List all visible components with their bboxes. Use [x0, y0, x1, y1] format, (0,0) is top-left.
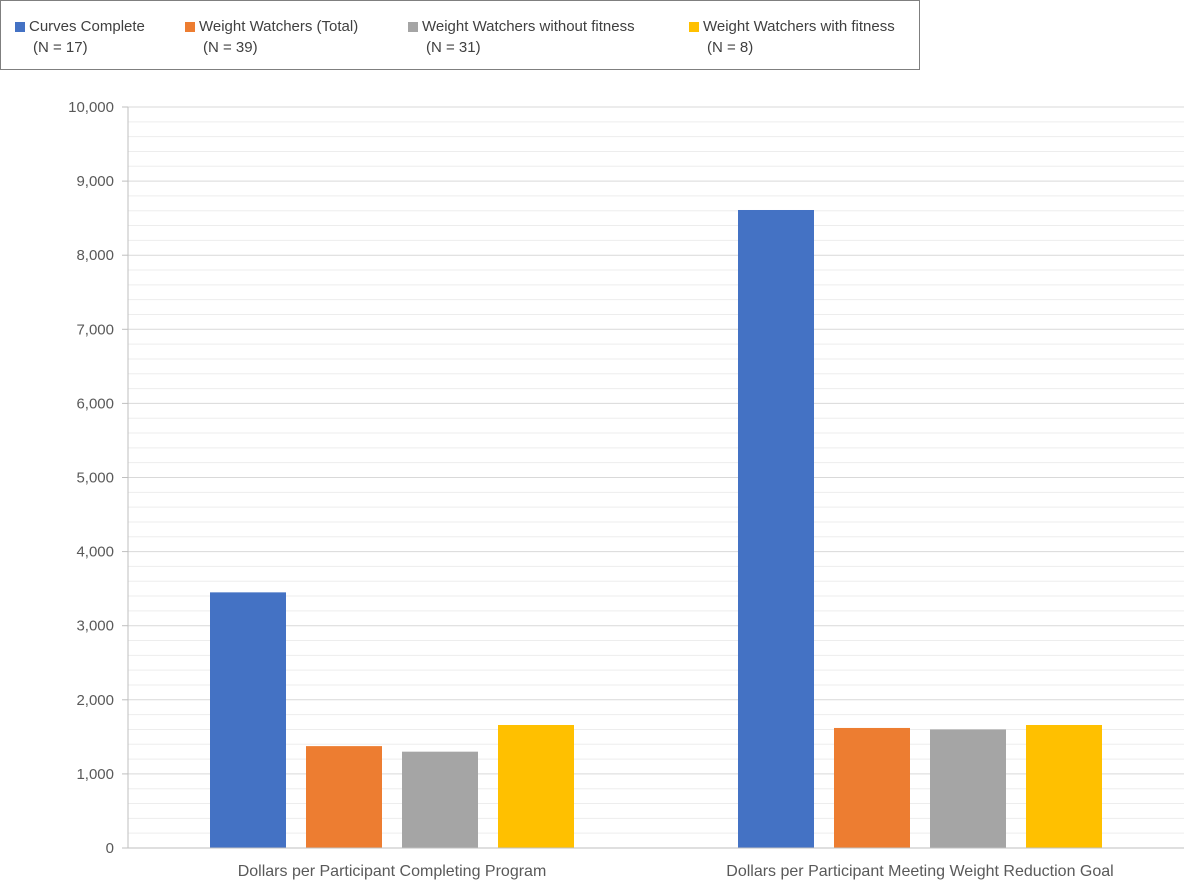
legend-count: (N = 8) — [707, 39, 754, 56]
bar — [402, 751, 478, 848]
legend-count: (N = 31) — [426, 39, 481, 56]
y-tick-label: 3,000 — [76, 618, 114, 635]
legend-swatch — [408, 22, 418, 32]
legend-count: (N = 39) — [203, 39, 258, 56]
minor-gridlines — [128, 121, 1184, 834]
y-tick-label: 2,000 — [76, 692, 114, 709]
y-tick-label: 10,000 — [68, 99, 114, 116]
y-tick-label: 0 — [106, 840, 114, 857]
y-tick-label: 7,000 — [76, 321, 114, 338]
x-axis-category-labels: Dollars per Participant Completing Progr… — [238, 863, 1114, 880]
y-tick-label: 6,000 — [76, 395, 114, 412]
y-tick-label: 1,000 — [76, 766, 114, 783]
x-category-label: Dollars per Participant Completing Progr… — [238, 863, 547, 880]
y-tick-label: 9,000 — [76, 173, 114, 190]
legend-label: Curves Complete — [29, 18, 145, 35]
y-tick-label: 5,000 — [76, 470, 114, 487]
y-tick-label: 8,000 — [76, 247, 114, 264]
legend-label: Weight Watchers without fitness — [422, 18, 635, 35]
y-tick-label: 4,000 — [76, 544, 114, 561]
x-category-label: Dollars per Participant Meeting Weight R… — [726, 863, 1113, 880]
legend-label: Weight Watchers with fitness — [703, 18, 895, 35]
bar-series — [210, 209, 1102, 848]
chart-legend: Curves Complete (N = 17) Weight Watchers… — [0, 0, 920, 70]
y-axis-tick-labels: 0 1,000 2,000 3,000 4,000 5,000 6,000 7,000 8,00… — [68, 99, 128, 857]
bar — [738, 209, 814, 848]
bar — [930, 729, 1006, 848]
legend-swatch — [689, 22, 699, 32]
bar — [306, 746, 382, 848]
bar — [834, 727, 910, 848]
major-gridlines — [128, 106, 1184, 775]
bar — [1026, 724, 1102, 848]
legend-swatch — [15, 22, 25, 32]
legend-swatch — [185, 22, 195, 32]
bar — [210, 592, 286, 848]
legend-label: Weight Watchers (Total) — [199, 18, 359, 35]
bar — [498, 724, 574, 848]
legend-count: (N = 17) — [33, 39, 88, 56]
